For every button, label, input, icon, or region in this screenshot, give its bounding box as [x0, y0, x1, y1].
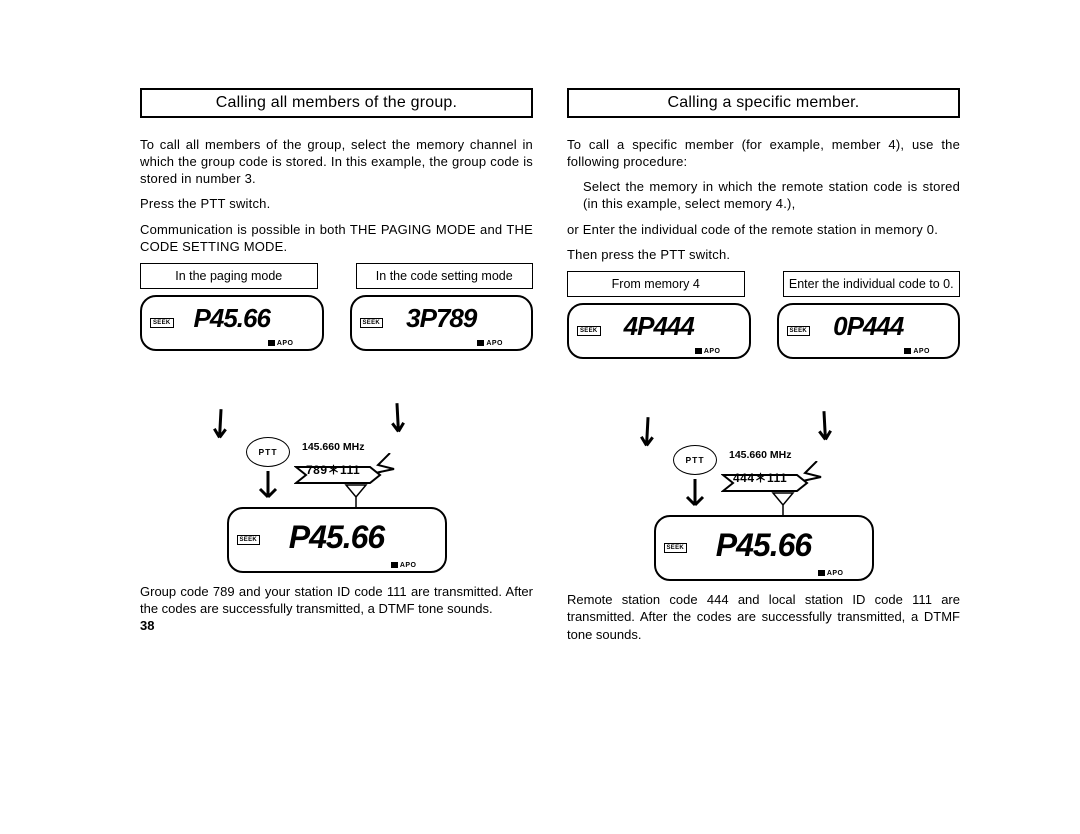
- arrow-icon: [195, 404, 246, 455]
- paragraph: Select the memory in which the remote st…: [567, 178, 960, 212]
- arrow-icon: [622, 412, 673, 463]
- paragraph: Communication is possible in both THE PA…: [140, 221, 533, 255]
- left-column: Calling all members of the group. To cal…: [140, 88, 533, 643]
- s-icon: [818, 570, 825, 576]
- lcd-display: SEEK 4P444 APO: [567, 303, 751, 359]
- seek-badge: SEEK: [664, 543, 688, 553]
- ptt-button: PTT: [673, 445, 717, 475]
- lcd-display: SEEK 3P789 APO: [350, 295, 534, 351]
- paragraph: To call all members of the group, select…: [140, 136, 533, 187]
- flow-diagram: PTT 145.660 MHz 444＊111: [567, 357, 960, 515]
- mode-label: In the paging mode: [140, 263, 318, 289]
- lcd-footer: APO: [268, 340, 294, 347]
- apo-label: APO: [704, 348, 721, 355]
- caption: Remote station code 444 and local statio…: [567, 591, 960, 642]
- s-icon: [391, 562, 398, 568]
- tx-code: 789＊111: [306, 461, 360, 478]
- lcd-footer: APO: [818, 570, 844, 577]
- flow-diagram: PTT 145.660 MHz 789＊111: [140, 349, 533, 507]
- lcd-display-result: SEEK P45.66 APO: [654, 515, 874, 581]
- s-icon: [695, 348, 702, 354]
- s-icon: [268, 340, 275, 346]
- apo-label: APO: [486, 340, 503, 347]
- mode-label: In the code setting mode: [356, 263, 534, 289]
- right-column: Calling a specific member. To call a spe…: [567, 88, 960, 643]
- seek-badge: SEEK: [237, 535, 261, 545]
- mode-label: From memory 4: [567, 271, 745, 297]
- apo-label: APO: [277, 340, 294, 347]
- s-icon: [904, 348, 911, 354]
- apo-label: APO: [827, 570, 844, 577]
- frequency-label: 145.660 MHz: [302, 441, 364, 453]
- section-title: Calling all members of the group.: [140, 88, 533, 118]
- apo-label: APO: [400, 562, 417, 569]
- lcd-readout: P45.66: [237, 519, 437, 556]
- seek-badge: SEEK: [787, 326, 811, 336]
- lcd-row: SEEK P45.66 APO SEEK 3P789 APO: [140, 295, 533, 351]
- paragraph: Then press the PTT switch.: [567, 246, 960, 263]
- lcd-row: SEEK 4P444 APO SEEK 0P444 APO: [567, 303, 960, 359]
- lcd-footer: APO: [477, 340, 503, 347]
- paragraph: or Enter the individual code of the remo…: [567, 221, 960, 238]
- label-row: From memory 4 Enter the individual code …: [567, 271, 960, 297]
- lcd-footer: APO: [391, 562, 417, 569]
- caption: Group code 789 and your station ID code …: [140, 583, 533, 617]
- paragraph: To call a specific member (for example, …: [567, 136, 960, 170]
- s-icon: [477, 340, 484, 346]
- mode-label: Enter the individual code to 0.: [783, 271, 961, 297]
- lcd-display: SEEK P45.66 APO: [140, 295, 324, 351]
- apo-label: APO: [913, 348, 930, 355]
- section-title: Calling a specific member.: [567, 88, 960, 118]
- arrow-down-icon: [258, 471, 278, 507]
- arrow-icon: [373, 398, 424, 449]
- seek-badge: SEEK: [360, 318, 384, 328]
- lcd-display-result: SEEK P45.66 APO: [227, 507, 447, 573]
- lcd-footer: APO: [695, 348, 721, 355]
- page-number: 38: [140, 618, 533, 633]
- arrow-down-icon: [685, 479, 705, 515]
- label-row: In the paging mode In the code setting m…: [140, 263, 533, 289]
- frequency-label: 145.660 MHz: [729, 449, 791, 461]
- lcd-footer: APO: [904, 348, 930, 355]
- seek-badge: SEEK: [150, 318, 174, 328]
- tx-code: 444＊111: [733, 469, 787, 486]
- arrow-icon: [800, 406, 851, 457]
- manual-page: Calling all members of the group. To cal…: [0, 0, 1080, 834]
- seek-badge: SEEK: [577, 326, 601, 336]
- lcd-display: SEEK 0P444 APO: [777, 303, 961, 359]
- ptt-button: PTT: [246, 437, 290, 467]
- lcd-readout: P45.66: [664, 527, 864, 564]
- two-columns: Calling all members of the group. To cal…: [140, 88, 960, 643]
- paragraph: Press the PTT switch.: [140, 195, 533, 212]
